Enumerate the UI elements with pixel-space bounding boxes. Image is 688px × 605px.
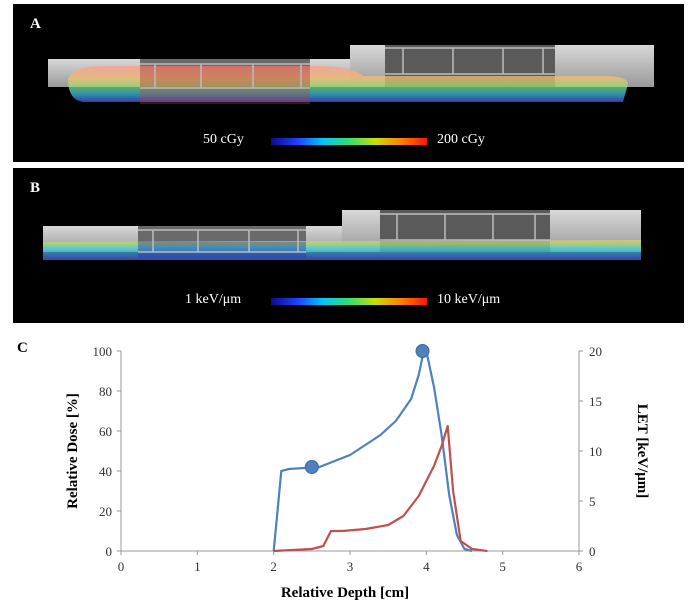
y2-tick-label: 15 — [589, 394, 602, 409]
panel-a-colorbar-min: 50 cGy — [203, 132, 244, 147]
chart-series — [272, 344, 488, 553]
chart-axes — [120, 351, 580, 552]
y-tick-label: 80 — [99, 384, 112, 399]
panel-b-let-map — [43, 210, 641, 260]
panel-c-label: C — [17, 340, 28, 356]
y-tick-label: 100 — [93, 344, 113, 359]
x-axis-label: Relative Depth [cm] — [281, 585, 409, 601]
x-tick-label: 1 — [194, 559, 201, 574]
dose-marker-point — [415, 344, 430, 358]
panel-a-dose-map — [48, 45, 654, 104]
y2-tick-label: 0 — [589, 544, 596, 559]
y-tick-label: 60 — [99, 424, 112, 439]
y2-tick-label: 20 — [589, 344, 602, 359]
x-tick-label: 6 — [576, 559, 583, 574]
y2-tick-label: 10 — [589, 444, 602, 459]
x-tick-label: 5 — [499, 559, 506, 574]
dose-series-line — [272, 349, 473, 553]
panel-a-colorbar — [271, 138, 427, 145]
panel-a-label: A — [30, 16, 41, 32]
y-tick-label: 40 — [99, 464, 112, 479]
dose-marker-point — [304, 460, 319, 474]
y2-tick-label: 5 — [589, 494, 596, 509]
panel-b-let-image: B 1 keV/μm 10 keV/μm — [13, 168, 684, 323]
y2-axis-label: LET [keV/μm] — [634, 404, 650, 498]
x-tick-label: 4 — [423, 559, 430, 574]
y-tick-label: 0 — [106, 544, 113, 559]
panel-a-dose-image: A 50 cG — [13, 4, 684, 162]
panel-b-colorbar-max: 10 keV/μm — [437, 292, 501, 307]
y-axis-label: Relative Dose [%] — [65, 393, 81, 509]
y-tick-label: 20 — [99, 504, 112, 519]
panel-b-label: B — [30, 180, 41, 196]
x-tick-label: 0 — [118, 559, 125, 574]
let-series-line — [273, 424, 488, 553]
x-tick-label: 3 — [347, 559, 354, 574]
panel-b-colorbar-min: 1 keV/μm — [185, 292, 242, 307]
panel-b-colorbar — [271, 298, 427, 305]
panel-a-colorbar-max: 200 cGy — [437, 132, 485, 147]
x-tick-label: 2 — [270, 559, 277, 574]
